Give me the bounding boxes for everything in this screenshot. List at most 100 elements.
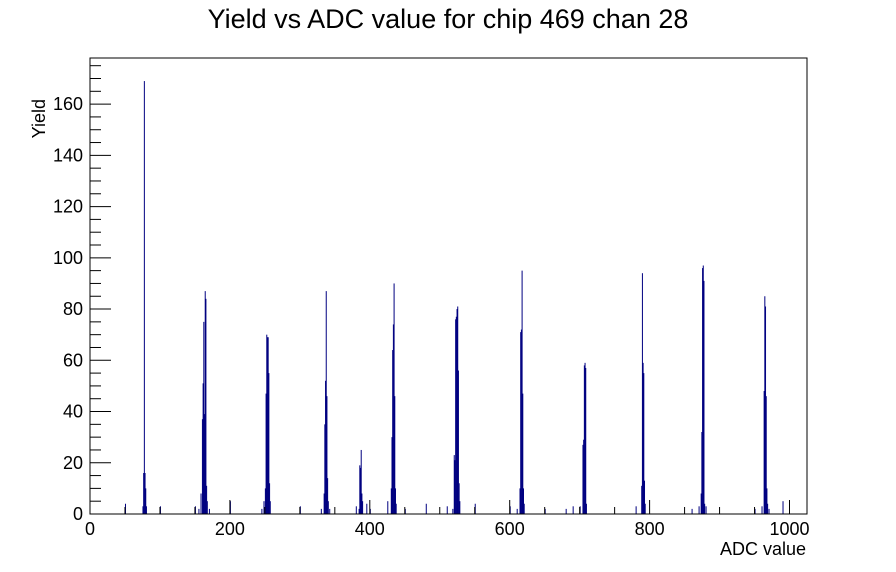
histogram-bin [641,485,643,514]
histogram-bin [327,501,329,514]
x-tick-label: 200 [215,519,245,539]
histogram-bin [360,449,362,514]
histogram-bin [208,508,210,514]
histogram-bin [523,503,525,514]
histogram-bin [206,485,208,514]
histogram-bin [454,460,456,514]
histogram-bin [452,508,454,514]
histogram-bin [145,488,147,514]
histogram-bin [263,501,265,514]
histogram-bin [701,432,703,514]
histogram-bin [144,473,146,514]
histogram-bin [203,321,205,514]
histogram-bin [579,506,581,514]
histogram-bin [326,396,328,514]
histogram-bin [425,503,427,514]
histogram-bin [325,291,327,514]
histogram-bin [767,503,769,514]
histogram-bin [768,508,770,514]
histogram-bin [457,370,459,514]
histogram-bin [392,350,394,514]
histogram-bin [509,506,511,514]
y-axis-label: Yield [29,99,49,138]
histogram-bin [269,483,271,514]
histogram-bin [264,488,266,514]
histogram-bin [142,506,144,514]
histogram-bars [124,81,784,514]
histogram-bin [194,506,196,514]
histogram-bin [703,280,705,514]
histogram-bin [269,501,271,514]
histogram-bin [362,501,364,514]
histogram-bin [764,296,766,514]
histogram-bin [391,437,393,514]
histogram-bin [572,506,574,514]
histogram-bin [765,306,767,514]
histogram-bin [642,362,644,514]
histogram-bin [516,508,518,514]
histogram-bin [261,508,263,514]
histogram-bin [204,291,206,514]
y-tick-label: 160 [53,94,83,114]
histogram-bin [763,391,765,514]
histogram-bin [458,483,460,514]
histogram-bin [635,506,637,514]
histogram-bin [206,501,208,514]
histogram-bin [644,480,646,514]
histogram-bin [644,503,646,514]
histogram-bin [457,306,459,514]
histogram-bin [392,324,394,514]
plot-frame [89,57,808,515]
histogram-bin [761,506,763,514]
histogram-bin [200,493,202,514]
histogram-bin [691,508,693,514]
histogram-bin [143,473,145,514]
y-tick-label: 20 [63,453,83,473]
histogram-bin [320,508,322,514]
histogram-bin [205,298,207,514]
histogram-bin [323,493,325,514]
y-tick-label: 140 [53,145,83,165]
histogram-bin [359,465,361,514]
x-tick-label: 600 [495,519,525,539]
histogram-bin [705,506,707,514]
histogram-bin [446,506,448,514]
histogram-bin [455,319,457,514]
histogram-bin [641,273,643,514]
histogram-bin [327,478,329,514]
histogram-bin [584,362,586,514]
histogram-bin [766,488,768,514]
histogram-bin [268,373,270,514]
histogram-bin [360,467,362,514]
histogram-bin [565,508,567,514]
histogram-bin [583,365,585,514]
histogram-bin [520,329,522,514]
histogram-bin [455,316,457,514]
histogram-bin [583,439,585,514]
histogram-bin [265,393,267,514]
x-tick-label: 800 [635,519,665,539]
histogram-bin [143,81,145,514]
histogram-bin [456,309,458,514]
histogram-bin [198,508,200,514]
histogram-bin [453,455,455,514]
histogram-bin [324,424,326,514]
histogram-bin [698,506,700,514]
histogram-bin [266,337,268,514]
chart-title: Yield vs ADC value for chip 469 chan 28 [208,4,689,34]
y-tick-label: 0 [73,504,83,524]
y-tick-label: 40 [63,402,83,422]
histogram-bin [519,488,521,514]
histogram-bin [267,337,269,514]
histogram-bin [361,493,363,514]
histogram-bin [585,367,587,514]
histogram-bin [704,503,706,514]
histogram-bin [124,503,126,514]
histogram-bin [390,488,392,514]
histogram-bin [521,270,523,514]
x-axis-label: ADC value [720,539,806,559]
histogram-bin [522,393,524,514]
histogram-bin [387,501,389,514]
